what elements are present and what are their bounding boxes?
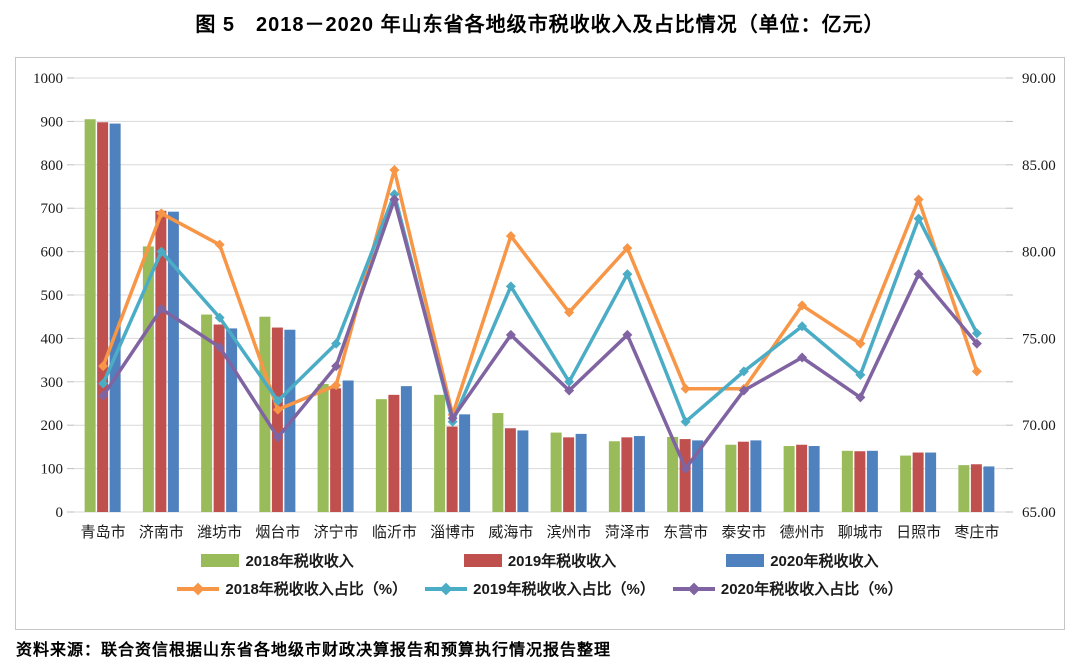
legend-row-bars: 2018年税收收入 2019年税收收入 2020年税收收入 (201, 550, 879, 571)
legend-row-lines: 2018年税收收入占比（%） 2019年税收收入占比（%） 2020年税收收入占… (177, 578, 903, 599)
svg-text:0: 0 (56, 505, 64, 521)
svg-text:700: 700 (41, 201, 64, 217)
legend-swatch-line-2018-icon (177, 582, 220, 595)
svg-text:济南市: 济南市 (139, 524, 184, 541)
svg-text:青岛市: 青岛市 (81, 524, 126, 541)
legend-item-line-2020: 2020年税收收入占比（%） (672, 578, 903, 599)
svg-text:500: 500 (41, 288, 64, 304)
diamond-marker-icon (439, 582, 453, 595)
chart-legend: 2018年税收收入 2019年税收收入 2020年税收收入 2018年税收收入占… (16, 550, 1064, 599)
diamond-marker-icon (192, 582, 205, 595)
legend-label: 2018年税收收入 (245, 553, 354, 570)
x-axis-labels: 青岛市 济南市 潍坊市 烟台市 济宁市 临沂市 淄博市 威海市 滨州市 菏泽市 东营市 泰安市 德州市聊… (81, 523, 1000, 541)
svg-text:东营市: 东营市 (663, 524, 708, 541)
legend-item-line-2019: 2019年税收收入占比（%） (425, 578, 655, 599)
svg-text:100: 100 (41, 462, 64, 478)
chart-plot: 0 100 200 300 400 500 600 700 800 900 1000 65.00 70.… (33, 71, 1056, 541)
svg-text:济宁市: 济宁市 (314, 524, 359, 541)
svg-text:潍坊市: 潍坊市 (197, 524, 242, 541)
line-series-2019 (98, 189, 982, 427)
legend-item-bar-2020: 2020年税收收入 (726, 550, 879, 571)
svg-text:烟台市: 烟台市 (255, 524, 300, 541)
svg-text:1000: 1000 (33, 71, 63, 87)
svg-text:90.00: 90.00 (1022, 71, 1056, 87)
svg-text:900: 900 (41, 114, 64, 130)
legend-label: 2020年税收收入 (770, 553, 879, 570)
svg-text:临沂市: 临沂市 (372, 524, 417, 541)
svg-text:日照市: 日照市 (896, 524, 941, 541)
svg-text:聊城市: 聊城市 (838, 524, 883, 541)
line-series-2020 (98, 194, 982, 474)
svg-text:菏泽市: 菏泽市 (605, 524, 650, 541)
diamond-marker-icon (687, 582, 701, 595)
legend-swatch-bar-2020-icon (726, 554, 765, 567)
legend-item-bar-2019: 2019年税收收入 (463, 550, 617, 571)
svg-text:300: 300 (41, 375, 64, 391)
svg-text:滨州市: 滨州市 (547, 524, 592, 541)
right-axis-labels: 65.00 70.00 75.00 80.00 85.00 90.00 (1022, 71, 1056, 521)
bar-series-2018 (84, 119, 970, 513)
bar-series-2019 (97, 122, 982, 512)
svg-text:200: 200 (41, 418, 64, 434)
svg-text:德州市: 德州市 (780, 523, 825, 541)
left-axis-labels: 0 100 200 300 400 500 600 700 800 900 1000 (33, 71, 63, 521)
svg-text:65.00: 65.00 (1022, 505, 1056, 521)
svg-text:400: 400 (41, 331, 64, 347)
legend-label: 2018年税收收入占比（%） (225, 581, 408, 598)
legend-swatch-line-2020-icon (672, 582, 715, 595)
legend-swatch-line-2019-icon (425, 582, 468, 595)
svg-text:80.00: 80.00 (1022, 245, 1056, 261)
chart-container: 0 100 200 300 400 500 600 700 800 900 1000 65.00 70.… (15, 57, 1065, 630)
source-note: 资料来源：联合资信根据山东省各地级市财政决算报告和预算执行情况报告整理 (16, 642, 612, 659)
svg-text:600: 600 (41, 245, 64, 261)
svg-text:枣庄市: 枣庄市 (954, 523, 999, 541)
legend-label: 2020年税收收入占比（%） (720, 581, 903, 598)
svg-text:75.00: 75.00 (1022, 331, 1056, 347)
svg-text:800: 800 (41, 158, 64, 174)
svg-text:85.00: 85.00 (1022, 158, 1056, 174)
chart-title: 图 5 2018－2020 年山东省各地级市税收收入及占比情况（单位：亿元） (195, 14, 885, 36)
legend-item-bar-2018: 2018年税收收入 (201, 550, 354, 571)
legend-swatch-bar-2019-icon (463, 554, 502, 567)
svg-text:威海市: 威海市 (488, 524, 533, 541)
legend-swatch-bar-2018-icon (201, 554, 240, 567)
svg-text:淄博市: 淄博市 (430, 524, 475, 541)
legend-label: 2019年税收收入占比（%） (473, 581, 655, 598)
legend-item-line-2018: 2018年税收收入占比（%） (177, 578, 407, 599)
svg-text:泰安市: 泰安市 (721, 524, 766, 541)
legend-label: 2019年税收收入 (507, 553, 617, 570)
svg-text:70.00: 70.00 (1022, 418, 1056, 434)
